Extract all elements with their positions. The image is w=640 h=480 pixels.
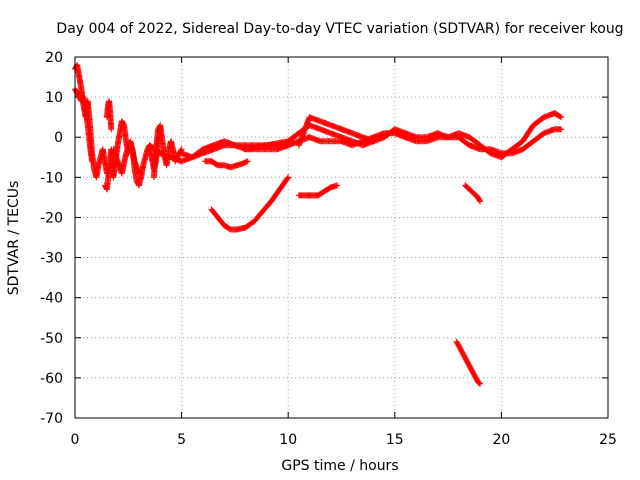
data-point xyxy=(476,197,483,204)
chart-title: Day 004 of 2022, Sidereal Day-to-day VTE… xyxy=(56,21,623,37)
data-point xyxy=(477,198,484,205)
data-point xyxy=(284,175,291,182)
series-segment-10to12 xyxy=(295,182,341,199)
series-segment-18to19 xyxy=(462,182,484,205)
data-point xyxy=(178,147,185,154)
data-points xyxy=(72,62,565,387)
series-bowl-6to10 xyxy=(208,174,292,233)
series-band-upper xyxy=(242,110,565,161)
x-tick-label: 25 xyxy=(599,432,617,448)
data-point xyxy=(370,138,377,145)
data-point xyxy=(285,174,292,181)
grid-lines xyxy=(75,57,608,418)
data-point xyxy=(135,170,142,177)
x-tick-label: 10 xyxy=(279,432,297,448)
data-point xyxy=(558,114,565,121)
series-rising-10to13 xyxy=(295,114,377,149)
x-tick-label: 20 xyxy=(492,432,510,448)
tick-labels: 0 5 10 15 20 25 20 10 0 -10 -20 -30 -40 -50 -60 -70 xyxy=(40,50,617,448)
x-tick-label: 5 xyxy=(177,432,186,448)
data-point xyxy=(477,380,484,387)
y-tick-label: -40 xyxy=(40,291,63,307)
x-tick-label: 0 xyxy=(71,432,80,448)
plot-frame xyxy=(74,56,609,419)
y-axis-label: SDTVAR / TECUs xyxy=(6,181,22,296)
x-tick-label: 15 xyxy=(386,432,404,448)
data-point xyxy=(334,182,341,189)
y-tick-label: -30 xyxy=(40,251,63,267)
y-tick-label: -70 xyxy=(40,411,63,427)
series-early-noisy-b xyxy=(72,86,96,165)
series-segment-6to8 xyxy=(202,158,251,171)
data-point xyxy=(244,158,251,165)
y-tick-label: 0 xyxy=(54,130,63,146)
series-early-dips xyxy=(110,138,142,177)
data-point xyxy=(557,113,564,120)
data-point xyxy=(475,379,482,386)
x-axis-label: GPS time / hours xyxy=(281,458,398,474)
y-tick-label: 10 xyxy=(45,90,63,106)
y-tick-label: -50 xyxy=(40,331,63,347)
y-tick-label: -60 xyxy=(40,371,63,387)
y-tick-label: -20 xyxy=(40,210,63,226)
series-early-spike xyxy=(103,98,115,133)
data-point xyxy=(108,126,115,133)
y-tick-label: 20 xyxy=(45,50,63,66)
data-point xyxy=(243,158,250,165)
series-descent-18to19 xyxy=(453,338,484,387)
data-point xyxy=(558,126,565,133)
y-tick-label: -10 xyxy=(40,170,63,186)
data-point xyxy=(476,380,483,387)
data-point xyxy=(89,158,96,165)
